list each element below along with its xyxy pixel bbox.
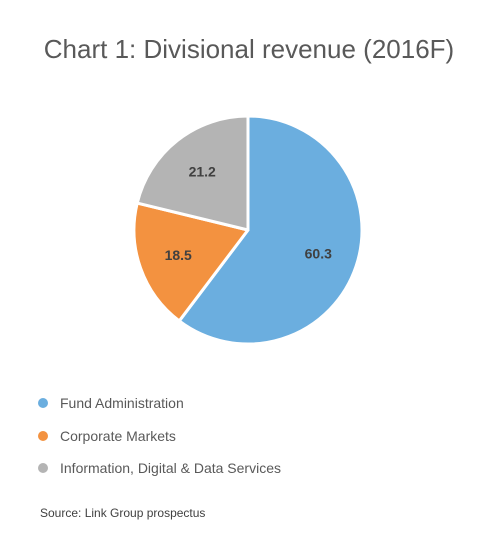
legend-item-corporate-markets: Corporate Markets	[38, 426, 281, 446]
legend-item-information-digital-data-services: Information, Digital & Data Services	[38, 458, 281, 478]
legend-marker-corporate-markets	[38, 430, 48, 441]
chart-title: Chart 1: Divisional revenue (2016F)	[43, 34, 455, 64]
data-label-corporate-markets: 18.5	[165, 247, 192, 263]
data-label-information-digital-data-services: 21.2	[189, 164, 216, 180]
data-label-fund-administration: 60.3	[305, 246, 332, 262]
chart-legend: Fund Administration Corporate Markets In…	[38, 393, 281, 491]
legend-marker-fund-administration	[38, 398, 48, 408]
legend-label-information-digital-data-services: Information, Digital & Data Services	[60, 460, 281, 476]
legend-label-fund-administration: Fund Administration	[60, 395, 184, 411]
legend-item-fund-administration: Fund Administration	[38, 393, 281, 413]
pie-slice-information-digital-data-services	[135, 114, 250, 232]
legend-label-corporate-markets: Corporate Markets	[60, 427, 176, 444]
pie-slice-corporate-markets	[132, 201, 250, 323]
source-note: Source: Link Group prospectus	[40, 506, 206, 520]
legend-marker-information-digital-data-services	[38, 463, 48, 473]
pie-slice-fund-administration	[177, 114, 364, 346]
